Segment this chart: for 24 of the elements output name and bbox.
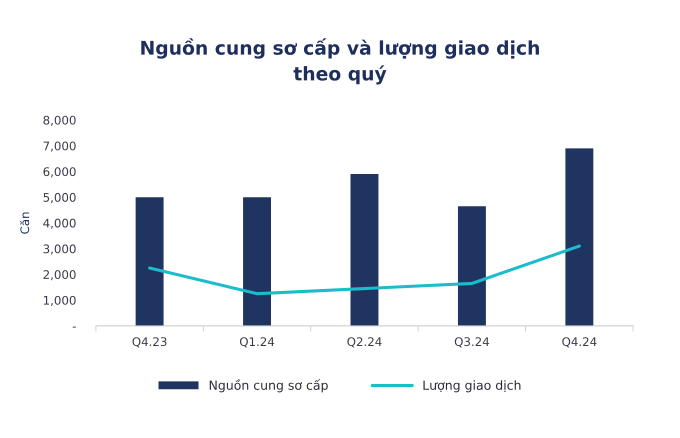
y-tick-label: 1,000: [44, 296, 76, 306]
legend-label: Lượng giao dịch: [423, 380, 520, 392]
x-tick-label: Q4.23: [132, 337, 166, 348]
x-tick-label: Q3.24: [454, 337, 490, 348]
y-tick-label: -: [72, 326, 76, 328]
y-axis-title: Căn: [20, 212, 30, 234]
bar: [458, 206, 486, 326]
x-tick-label: Q4.24: [562, 337, 596, 348]
bar: [565, 148, 594, 326]
y-tick-label: 8,000: [43, 116, 76, 126]
y-tick-label: 7,000: [44, 141, 76, 152]
line-series: [148, 244, 581, 296]
y-tick-label: 3,000: [44, 244, 76, 255]
chart-title: Nguồn cung sơ cấp và lượng giao dịch theo quý: [141, 38, 539, 84]
bar: [350, 174, 378, 326]
x-tick-label: Q1.24: [240, 337, 274, 348]
bar: [243, 197, 272, 326]
bar: [136, 197, 164, 326]
y-tick-label: 2,000: [44, 270, 76, 280]
y-tick-label: 6,000: [43, 167, 76, 178]
y-tick-label: 5,000: [44, 192, 76, 204]
y-tick-label: 4,000: [43, 218, 76, 229]
x-tick-label: Q2.24: [347, 337, 382, 348]
legend-label: Nguồn cung sơ cấp: [210, 379, 328, 392]
